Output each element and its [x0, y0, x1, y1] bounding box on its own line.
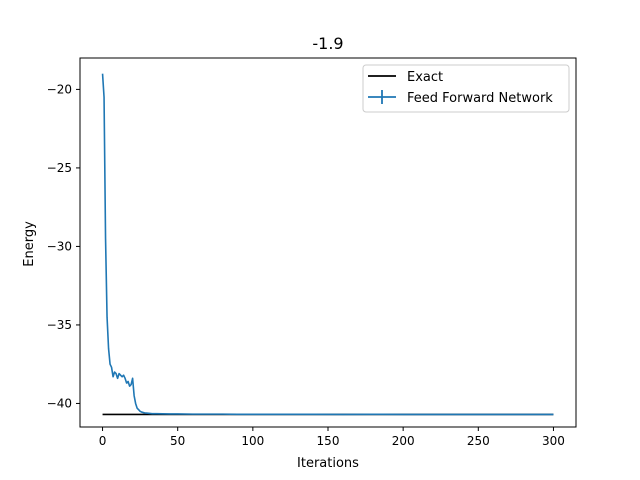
legend-box — [362, 64, 570, 113]
x-tick-label: 300 — [542, 434, 565, 448]
feed-forward-network-line — [101, 73, 554, 416]
y-tick-label: −35 — [47, 318, 72, 332]
legend-label-ffn: Feed Forward Network — [407, 91, 553, 106]
x-axis: 0 50 100 150 200 250 300 — [99, 427, 565, 448]
legend-label-exact: Exact — [407, 70, 443, 85]
x-axis-label: Iterations — [297, 456, 359, 471]
x-tick-label: 0 — [99, 434, 107, 448]
x-tick-label: 200 — [392, 434, 415, 448]
chart-title: -1.9 — [312, 34, 343, 53]
x-tick-label: 50 — [170, 434, 185, 448]
legend: Exact Feed Forward Network — [362, 64, 570, 113]
x-tick-label: 250 — [467, 434, 490, 448]
plot-area — [101, 73, 554, 416]
y-tick-label: −40 — [47, 396, 72, 410]
y-axis-label: Energy — [22, 221, 37, 267]
y-axis: −20 −25 −30 −35 −40 — [47, 82, 80, 410]
y-tick-label: −25 — [47, 161, 72, 175]
y-tick-label: −30 — [47, 239, 72, 253]
y-tick-label: −20 — [47, 82, 72, 96]
x-tick-label: 150 — [317, 434, 340, 448]
x-tick-label: 100 — [241, 434, 264, 448]
